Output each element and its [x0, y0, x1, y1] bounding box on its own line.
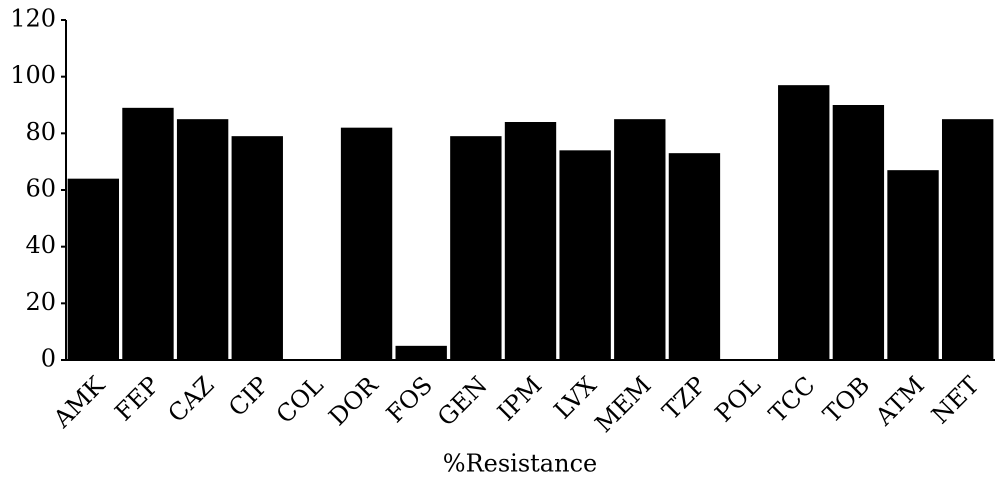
y-tick-label: 40	[25, 231, 56, 259]
bar	[941, 119, 994, 361]
x-tick-label: TZP	[657, 371, 711, 425]
bar	[395, 345, 447, 360]
x-tick-label: IPM	[492, 371, 547, 426]
x-tick-label: COL	[271, 371, 329, 429]
bar	[176, 119, 229, 361]
bar	[559, 150, 611, 360]
bar	[67, 178, 120, 360]
bar	[450, 136, 502, 360]
x-axis-label: %Resistance	[443, 450, 597, 478]
bar	[614, 119, 666, 361]
bar	[231, 136, 283, 360]
x-tick-label: NET	[926, 371, 984, 429]
bar	[668, 153, 721, 360]
x-tick-label: TOB	[818, 371, 876, 429]
bar	[778, 85, 830, 361]
x-tick-label: FOS	[381, 371, 438, 428]
x-tick-label: ATM	[869, 371, 930, 432]
y-tick-label: 20	[25, 288, 56, 316]
y-tick-label: 120	[10, 5, 56, 33]
bar	[832, 105, 885, 360]
y-tick-label: 100	[10, 61, 56, 89]
x-tick-label: TCC	[763, 371, 820, 428]
x-tick-label: CIP	[223, 371, 274, 422]
bar	[504, 122, 557, 360]
y-tick-label: 80	[25, 118, 56, 146]
y-tick-label: 0	[41, 345, 56, 373]
x-tick-label: CAZ	[163, 371, 220, 428]
x-tick-label: GEN	[432, 371, 493, 432]
x-tick-label: AMK	[47, 370, 111, 434]
y-tick-label: 60	[25, 175, 56, 203]
bar	[887, 170, 939, 360]
x-tick-label: FEP	[109, 371, 164, 426]
x-tick-label: DOR	[323, 370, 384, 431]
x-tick-label: POL	[710, 371, 766, 427]
x-tick-label: MEM	[590, 371, 657, 438]
bar	[122, 107, 174, 360]
bar	[340, 127, 393, 361]
